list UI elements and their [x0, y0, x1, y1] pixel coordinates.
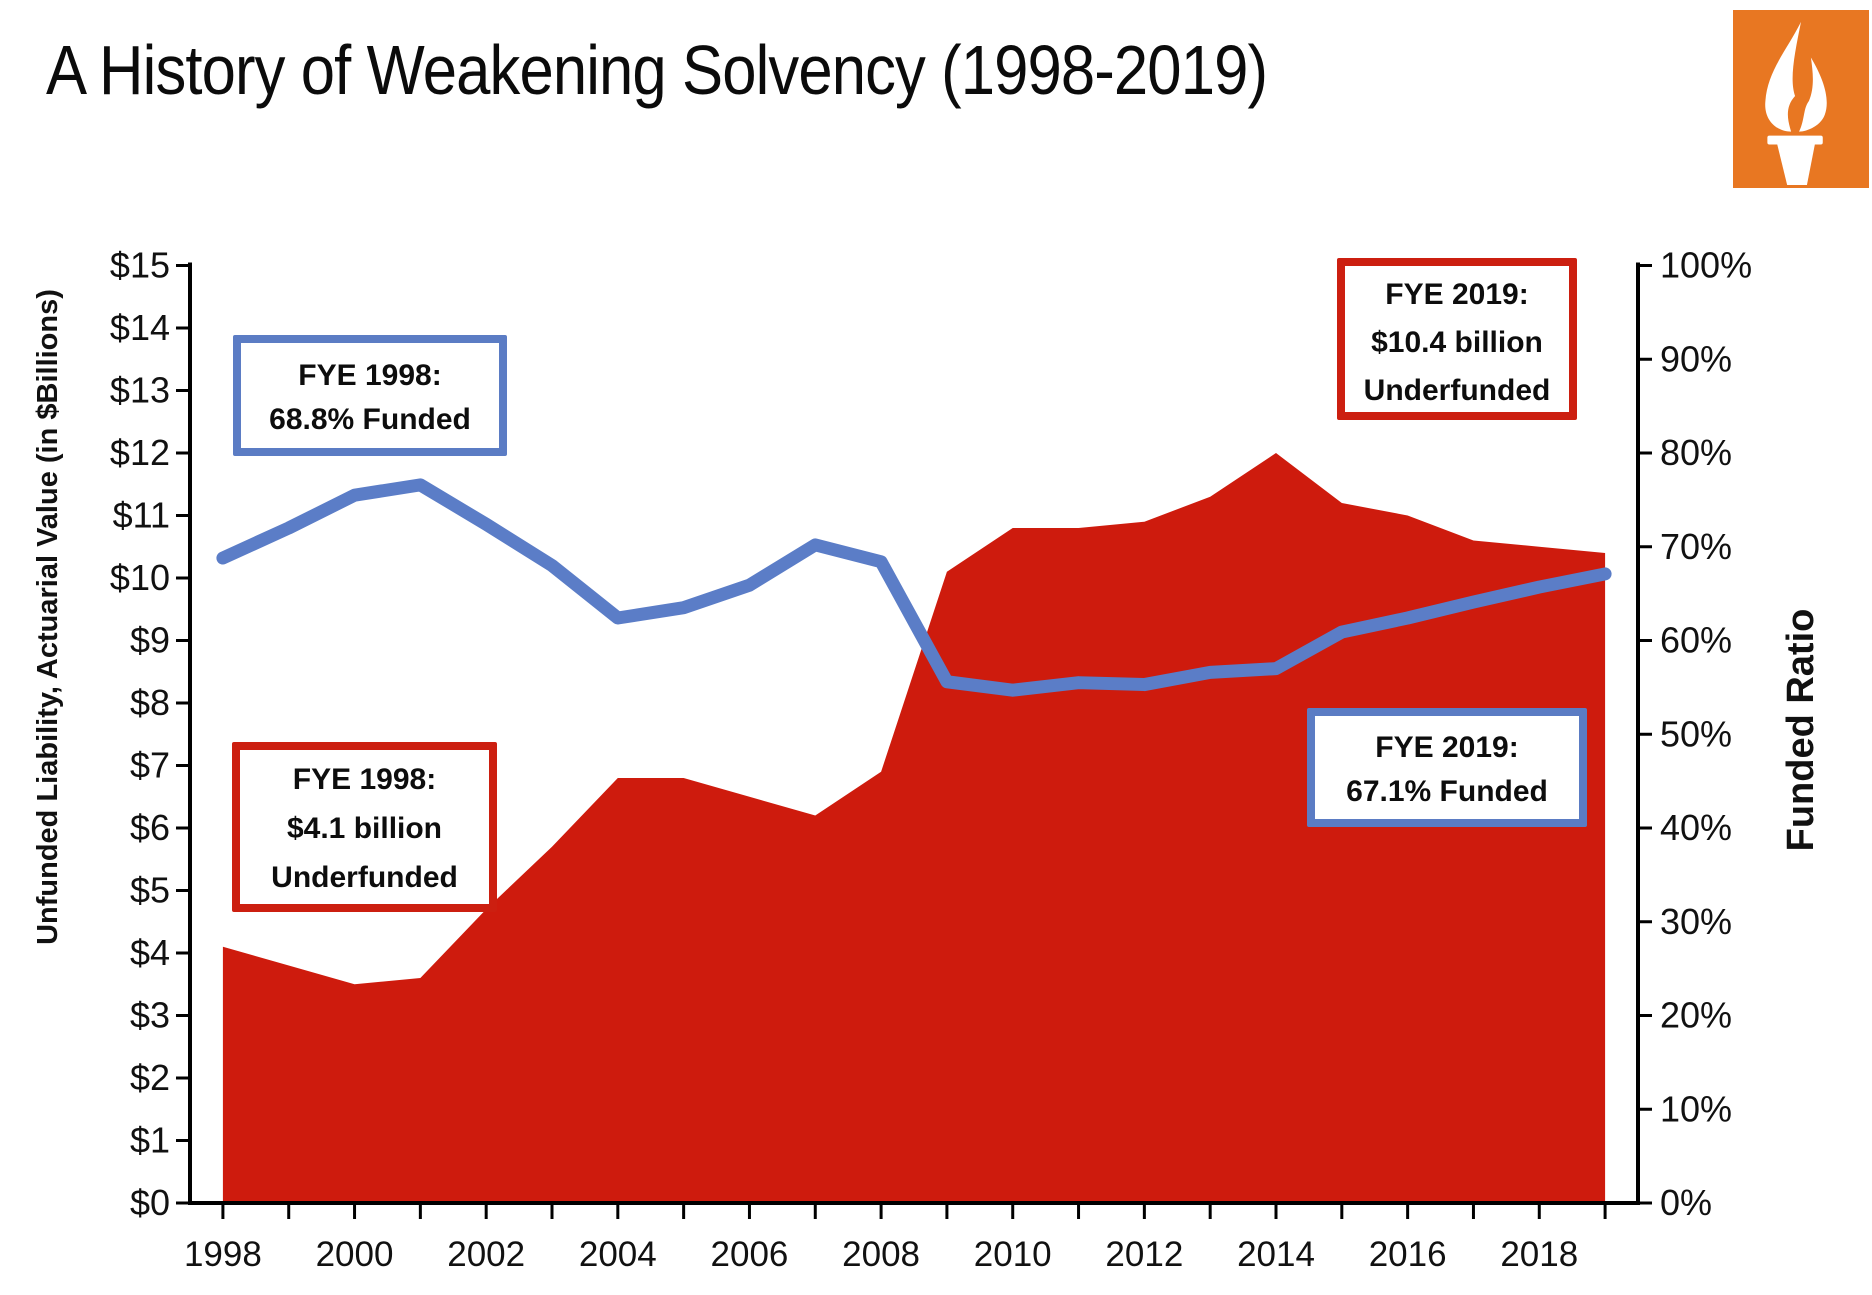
right-axis-tick-label: 40%	[1660, 807, 1732, 848]
right-axis-tick-label: 100%	[1660, 245, 1752, 286]
right-axis-tick-label: 0%	[1660, 1182, 1712, 1223]
right-axis-tick-label: 10%	[1660, 1088, 1732, 1129]
right-axis-tick-label: 70%	[1660, 526, 1732, 567]
annotation-line: 67.1% Funded	[1346, 775, 1548, 808]
x-axis-tick-label: 2006	[711, 1235, 789, 1274]
annotation-fye2019-underfunded: FYE 2019: $10.4 billion Underfunded	[1337, 258, 1577, 420]
left-axis-tick-label: $8	[130, 682, 170, 723]
left-axis-tick-label: $9	[130, 620, 170, 661]
x-axis-tick-label: 2012	[1105, 1235, 1183, 1274]
annotation-fye1998-funded: FYE 1998: 68.8% Funded	[233, 335, 507, 456]
x-axis-tick-label: 2018	[1500, 1235, 1578, 1274]
annotation-fye2019-funded: FYE 2019: 67.1% Funded	[1307, 708, 1587, 827]
left-axis-title: Unfunded Liability, Actuarial Value (in …	[32, 289, 64, 945]
left-axis-tick-label: $7	[130, 745, 170, 786]
annotation-line: FYE 2019:	[1375, 731, 1519, 764]
page-title: A History of Weakening Solvency (1998-20…	[46, 31, 1268, 109]
left-axis-tick-label: $3	[130, 995, 170, 1036]
left-axis-tick-label: $12	[110, 432, 170, 473]
annotation-line: 68.8% Funded	[269, 403, 471, 436]
annotation-line: Underfunded	[1363, 374, 1551, 407]
right-axis-tick-label: 60%	[1660, 620, 1732, 661]
torch-logo	[1733, 10, 1869, 188]
right-axis-title: Funded Ratio	[1780, 609, 1822, 852]
x-axis-tick-label: 2004	[579, 1235, 657, 1274]
annotation-fye1998-underfunded: FYE 1998: $4.1 billion Underfunded	[232, 742, 497, 912]
left-axis-tick-label: $0	[130, 1182, 170, 1223]
left-axis-tick-label: $6	[130, 807, 170, 848]
left-axis-tick-label: $2	[130, 1057, 170, 1098]
left-axis-tick-label: $11	[113, 495, 170, 536]
unfunded-liability-area	[222, 453, 1606, 1203]
annotation-line: FYE 1998:	[292, 763, 437, 796]
x-axis-tick-label: 2002	[447, 1235, 525, 1274]
right-axis-tick-label: 90%	[1660, 338, 1732, 379]
left-axis-tick-label: $4	[130, 932, 170, 973]
x-axis-tick-label: 2016	[1369, 1235, 1447, 1274]
x-axis-tick-label: 1998	[184, 1235, 262, 1274]
left-axis-tick-label: $1	[130, 1120, 170, 1161]
annotation-line: Underfunded	[271, 861, 458, 894]
left-axis-tick-label: $15	[110, 245, 170, 286]
torch-icon	[1765, 21, 1827, 186]
right-axis-tick-label: 80%	[1660, 432, 1732, 473]
x-axis-tick-label: 2014	[1237, 1235, 1315, 1274]
left-axis-tick-label: $10	[110, 557, 170, 598]
left-axis-tick-label: $5	[130, 870, 170, 911]
left-axis-tick-label: $14	[110, 307, 170, 348]
right-axis-tick-label: 20%	[1660, 995, 1732, 1036]
x-axis-tick-label: 2010	[974, 1235, 1052, 1274]
annotation-line: $4.1 billion	[286, 812, 443, 845]
annotation-line: $10.4 billion	[1371, 326, 1543, 359]
x-axis-tick-label: 2008	[842, 1235, 920, 1274]
annotation-line: FYE 2019:	[1385, 278, 1529, 311]
x-axis-tick-label: 2000	[316, 1235, 394, 1274]
right-axis-tick-label: 50%	[1660, 713, 1732, 754]
annotation-line: FYE 1998:	[298, 359, 442, 392]
funded-ratio-line	[216, 478, 1612, 697]
right-axis-tick-label: 30%	[1660, 901, 1732, 942]
left-axis-tick-label: $13	[110, 370, 170, 411]
